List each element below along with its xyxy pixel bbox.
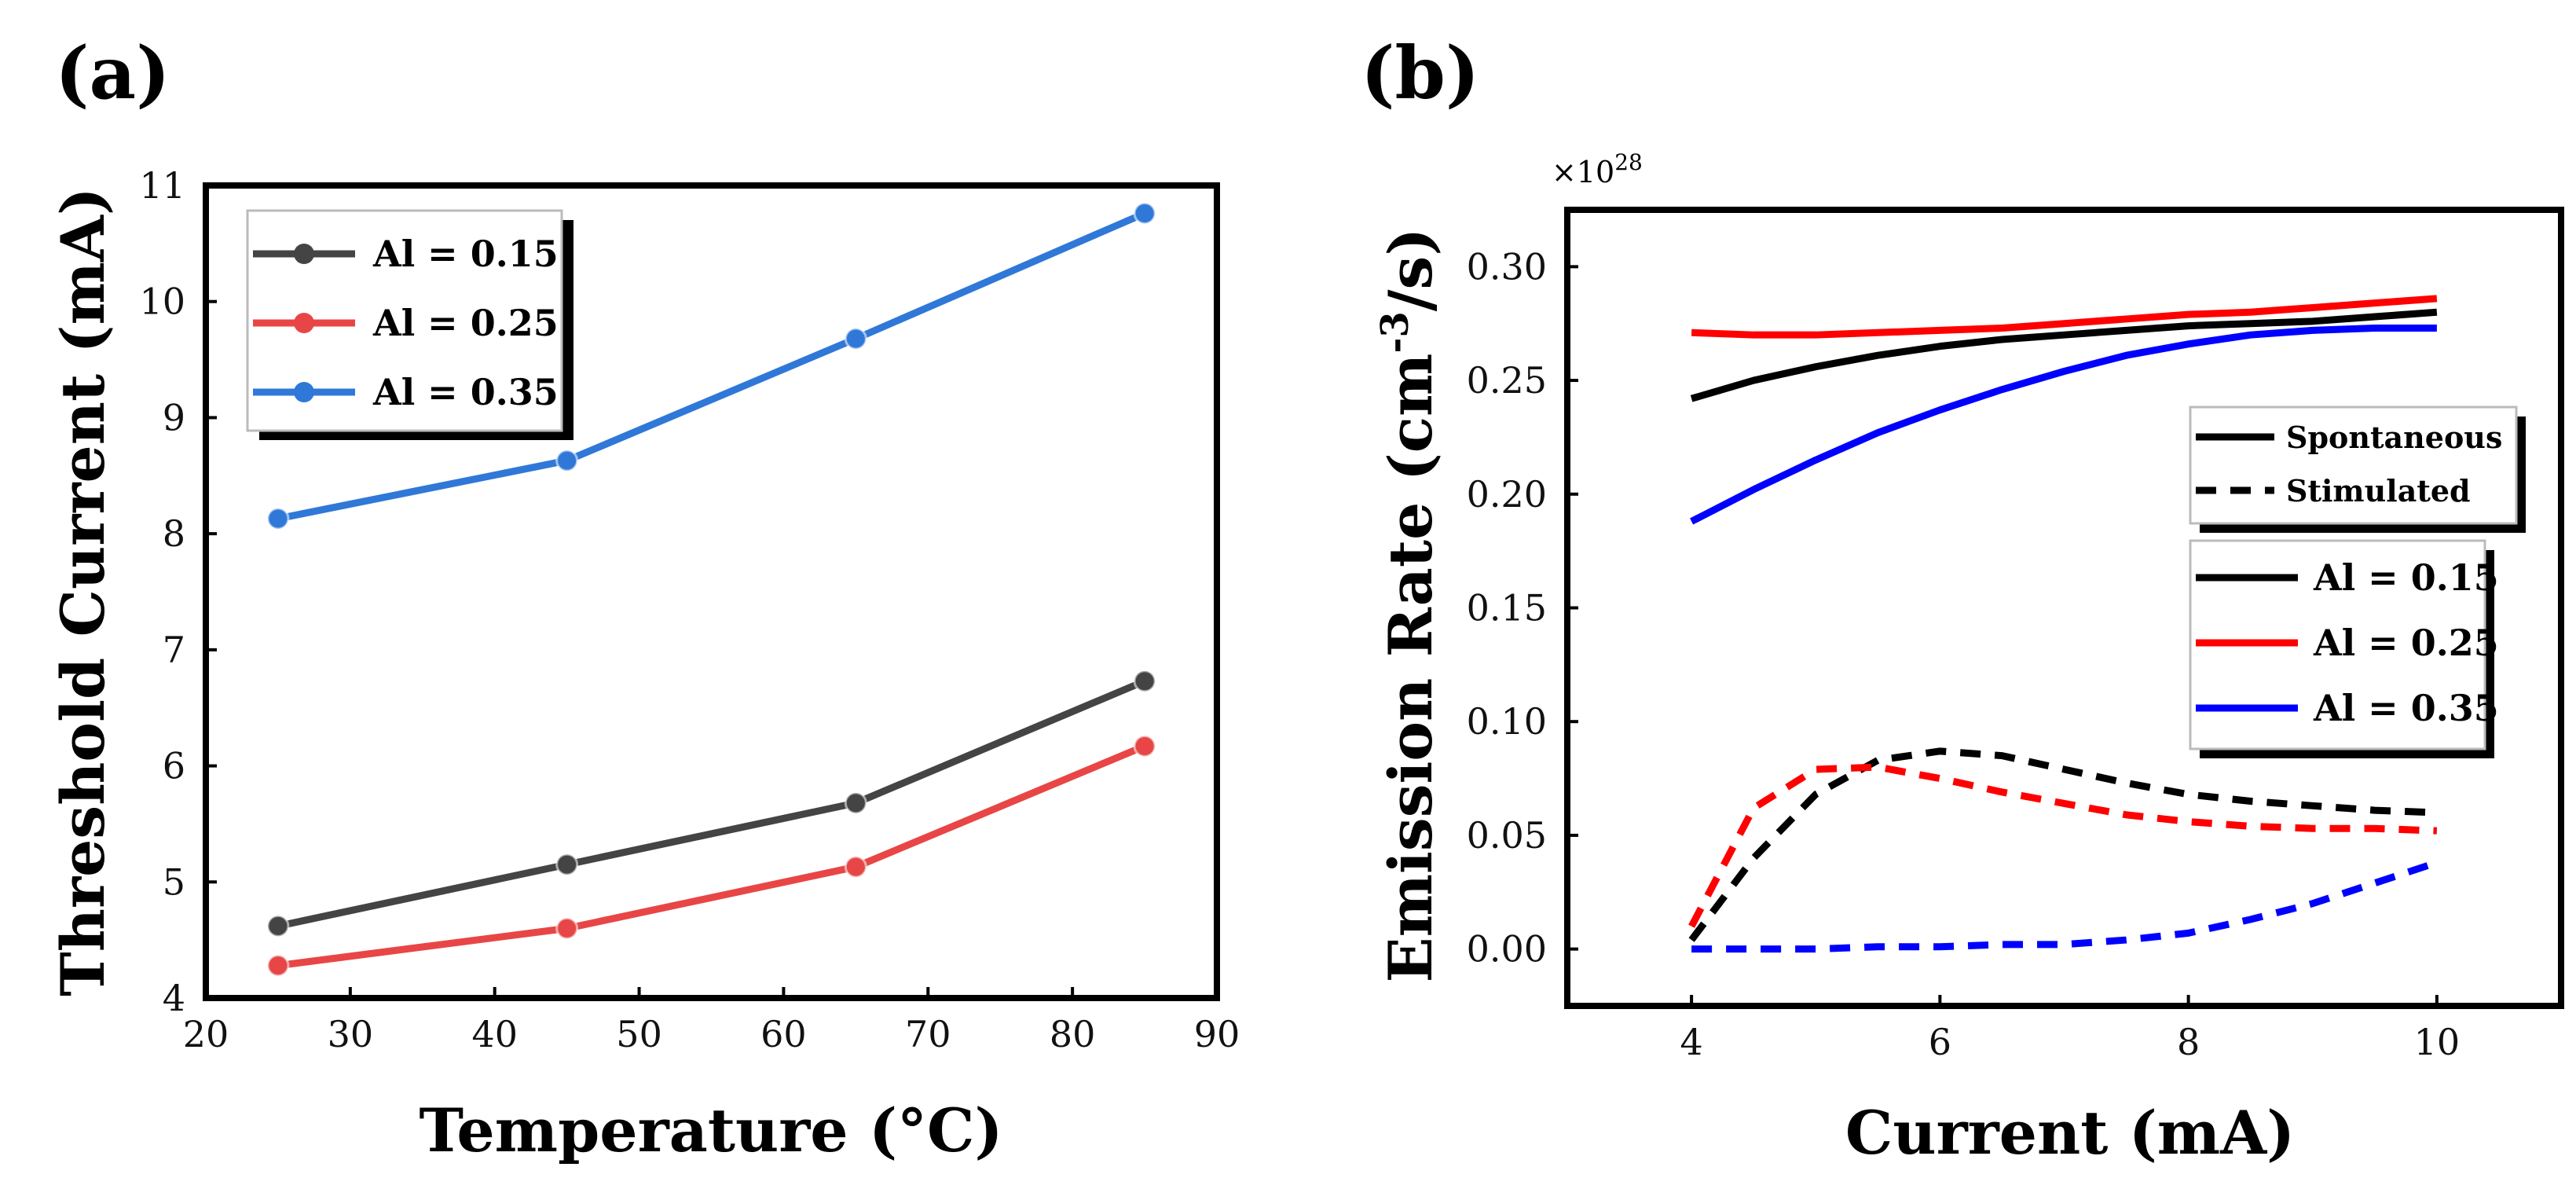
chart-b-style-legend: Spontaneous Stimulated: [2189, 406, 2526, 533]
chart-b-y-tick-label: 0.15: [1467, 587, 1547, 629]
chart-a-x-axis-title: Temperature (°C): [419, 1095, 1002, 1165]
chart-a-series-line-2: [277, 210, 1146, 523]
chart-a-plot-frame: [203, 182, 1220, 1001]
chart-b-series-line-2: [1690, 325, 2437, 525]
chart-a-y-tick-label: 5: [163, 861, 185, 903]
chart-b-series: [1688, 295, 2439, 953]
chart-b-y-tick-label: 0.05: [1467, 814, 1547, 857]
chart-a-y-tick-label: 11: [139, 164, 185, 207]
chart-a-data-point: [844, 327, 867, 350]
chart-b-series-line-5: [1691, 859, 2439, 953]
chart-a-x-tick-label: 50: [616, 1013, 662, 1055]
panel-b-label: (b): [1361, 31, 1479, 116]
chart-b-x-tick-label: 4: [1680, 1021, 1702, 1063]
chart-a-legend-marker: [294, 313, 314, 333]
chart-a-x-tick-label: 20: [183, 1013, 229, 1055]
chart-a-ticks: 20 30 40 50 60 70 80 90 4 5 6 7 8 9 10 11: [139, 164, 1240, 1055]
chart-a-y-tick-label: 10: [139, 281, 185, 323]
panel-a-label: (a): [55, 31, 170, 116]
chart-a-data-point: [844, 855, 867, 879]
chart-b-legend-label: Al = 0.25: [2313, 622, 2499, 664]
chart-b-x-tick-label: 8: [2177, 1021, 2200, 1063]
chart-a-x-tick-label: 80: [1050, 1013, 1096, 1055]
chart-b-y-axis-title: Emission Rate (cm-3/s): [1373, 228, 1446, 983]
chart-a-data-point: [555, 916, 579, 940]
chart-b-y-tick-label: 0.20: [1467, 473, 1547, 516]
chart-a-series-line-0: [277, 677, 1146, 930]
chart-a-legend-label: Al = 0.15: [372, 233, 559, 275]
chart-b-legend-spontaneous-label: Spontaneous: [2286, 420, 2502, 455]
chart-b-y-tick-label: 0.00: [1467, 928, 1547, 971]
chart-b-series-line-3: [1688, 747, 2438, 942]
chart-a-legend-label: Al = 0.35: [372, 371, 559, 413]
chart-a-legend: Al = 0.15 Al = 0.25 Al = 0.35: [246, 209, 573, 440]
chart-a-data-point: [1133, 670, 1156, 693]
chart-a-series-line-1: [277, 743, 1146, 970]
chart-a-data-point: [1133, 201, 1156, 225]
chart-a-x-tick-label: 60: [760, 1013, 807, 1055]
chart-b-y-tick-label: 0.10: [1467, 700, 1547, 743]
chart-a-data-point: [266, 954, 290, 978]
chart-a-series: [266, 201, 1156, 978]
chart-a-x-tick-label: 90: [1194, 1013, 1240, 1055]
chart-b-ticks: 4 6 8 10 0.00 0.05 0.10 0.15 0.20 0.25 0.30: [1467, 245, 2461, 1063]
chart-a: 20 30 40 50 60 70 80 90 4 5 6 7 8 9 10 11 Temperature (…: [48, 164, 1240, 1165]
chart-b-legend-label: Al = 0.15: [2313, 556, 2499, 599]
chart-a-y-axis-title: Threshold Current (mA): [48, 187, 118, 996]
chart-b-color-legend: Al = 0.15 Al = 0.25 Al = 0.35: [2189, 539, 2499, 758]
chart-a-x-tick-label: 70: [905, 1013, 951, 1055]
chart-a-legend-marker: [294, 244, 314, 264]
chart-a-y-tick-label: 9: [163, 396, 185, 439]
chart-b-series-line-4: [1688, 763, 2438, 928]
chart-a-x-tick-label: 30: [328, 1013, 374, 1055]
chart-a-legend-marker: [294, 382, 314, 402]
chart-a-x-tick-label: 40: [471, 1013, 518, 1055]
chart-b-series-line-0: [1690, 308, 2438, 402]
chart-a-data-point: [555, 853, 579, 876]
chart-b-style-legend-box: [2189, 406, 2518, 525]
chart-a-data-point: [266, 914, 290, 938]
chart-a-data-point: [844, 791, 867, 815]
chart-b-x-tick-label: 10: [2414, 1021, 2461, 1063]
chart-b: 4 6 8 100.000.050.100.150.200.250.30 ×1028 …: [1373, 149, 2564, 1168]
chart-b-legend-label: Al = 0.35: [2313, 687, 2499, 729]
chart-b-multiplier: ×1028: [1552, 149, 1643, 189]
chart-a-y-tick-label: 4: [163, 977, 185, 1019]
chart-a-legend-label: Al = 0.25: [372, 302, 559, 344]
chart-a-y-tick-label: 7: [163, 629, 185, 671]
chart-a-y-tick-label: 8: [163, 512, 185, 555]
chart-b-y-tick-label: 0.25: [1467, 359, 1547, 402]
chart-b-legend-stimulated-label: Stimulated: [2286, 473, 2471, 508]
chart-b-y-tick-label: 0.30: [1467, 245, 1547, 288]
chart-a-data-point: [1133, 734, 1156, 758]
chart-a-y-tick-label: 6: [163, 745, 185, 787]
chart-b-x-axis-title: Current (mA): [1845, 1098, 2295, 1168]
chart-b-x-tick-label: 6: [1929, 1021, 1951, 1063]
chart-b-series-line-1: [1691, 295, 2438, 339]
chart-a-data-point: [266, 507, 290, 530]
chart-a-data-point: [555, 449, 579, 472]
